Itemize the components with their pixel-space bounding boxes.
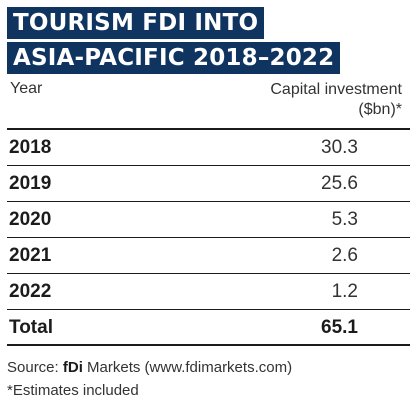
total-label: Total xyxy=(9,317,53,338)
source-prefix: Source: xyxy=(7,359,63,376)
column-header-year: Year xyxy=(10,80,43,97)
column-header-capital-investment-line2: ($bn)* xyxy=(358,101,402,118)
table-row: 2018 30.3 xyxy=(7,130,410,166)
title-block: TOURISM FDI INTO ASIA-PACIFIC 2018–2022 xyxy=(7,7,410,74)
capital-investment-cell: 2.6 xyxy=(331,245,358,266)
source-line: Source: fDi Markets (www.fdimarkets.com) xyxy=(7,356,410,379)
table-graphic: TOURISM FDI INTO ASIA-PACIFIC 2018–2022 … xyxy=(7,7,410,402)
source-brand: fDi xyxy=(62,359,83,376)
year-cell: 2020 xyxy=(9,209,52,230)
year-cell: 2018 xyxy=(9,137,52,158)
year-cell: 2019 xyxy=(9,173,52,194)
title-line-1: TOURISM FDI INTO xyxy=(7,7,265,39)
table-row: 2022 1.2 xyxy=(7,274,410,310)
source-rest: Markets (www.fdimarkets.com) xyxy=(82,359,293,376)
table-row: 2021 2.6 xyxy=(7,238,410,274)
year-cell: 2022 xyxy=(9,281,52,302)
title-line-2: ASIA-PACIFIC 2018–2022 xyxy=(7,42,341,74)
capital-investment-cell: 5.3 xyxy=(331,209,358,230)
table-row: 2020 5.3 xyxy=(7,202,410,238)
capital-investment-cell: 1.2 xyxy=(331,281,358,302)
table-body: 2018 30.3 2019 25.6 2020 5.3 2021 2.6 2022 1.2 To… xyxy=(7,128,410,346)
table-row: 2019 25.6 xyxy=(7,166,410,202)
capital-investment-cell: 25.6 xyxy=(321,173,358,194)
column-header-capital-investment-line1: Capital investment xyxy=(270,81,402,98)
total-value: 65.1 xyxy=(321,317,358,338)
footnote: *Estimates included xyxy=(7,382,139,399)
source-block: Source: fDi Markets (www.fdimarkets.com)… xyxy=(7,356,410,402)
capital-investment-cell: 30.3 xyxy=(321,137,358,158)
table-header: Year Capital investment ($bn)* xyxy=(7,76,410,128)
total-row: Total 65.1 xyxy=(7,310,410,346)
year-cell: 2021 xyxy=(9,245,52,266)
column-header-capital-investment: Capital investment ($bn)* xyxy=(270,80,402,120)
